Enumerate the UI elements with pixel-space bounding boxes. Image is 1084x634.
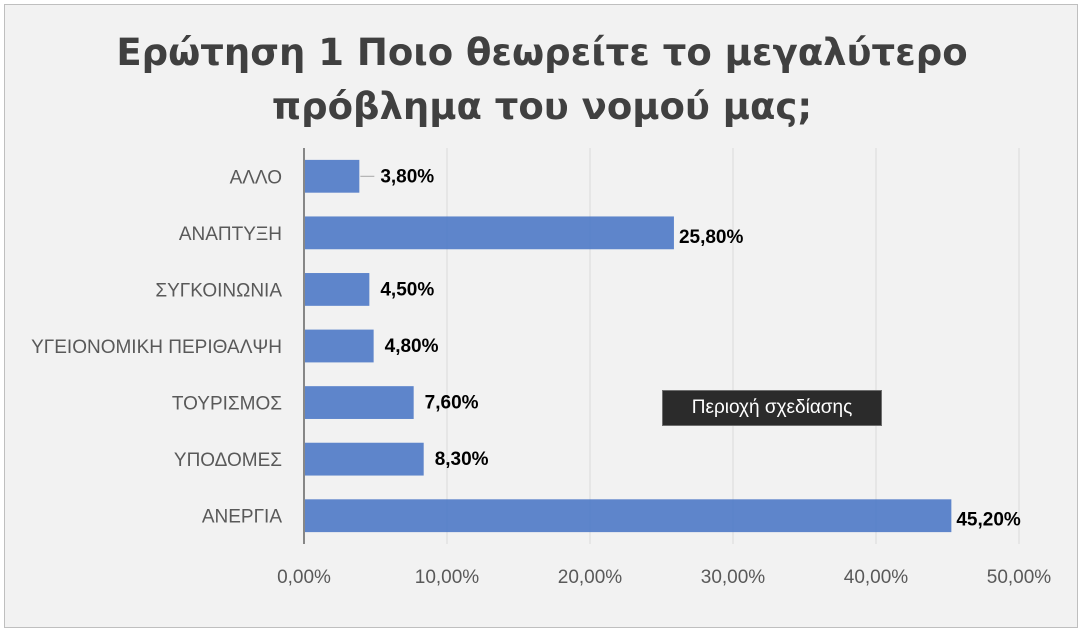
x-tick-label: 0,00% xyxy=(277,567,331,588)
x-tick-label: 10,00% xyxy=(415,567,480,588)
data-label: 4,80% xyxy=(385,336,439,357)
bar[interactable] xyxy=(305,273,370,306)
bar[interactable] xyxy=(305,499,952,533)
data-label: 7,60% xyxy=(425,393,479,414)
data-label: 25,80% xyxy=(679,227,744,248)
bar[interactable] xyxy=(305,386,414,419)
bar[interactable] xyxy=(305,442,424,476)
chart-title-line-2: πρόβλημα του νομού μας; xyxy=(271,85,813,128)
category-label: ΑΛΛΟ xyxy=(230,167,282,188)
category-label: ΥΓΕΙΟΝΟΜΙΚΗ ΠΕΡΙΘΑΛΨΗ xyxy=(31,337,282,358)
category-label: ΣΥΓΚΟΙΝΩΝΙΑ xyxy=(155,280,282,301)
x-tick-label: 20,00% xyxy=(558,567,623,588)
category-label: ΥΠΟΔΟΜΕΣ xyxy=(174,450,282,471)
bar[interactable] xyxy=(305,329,374,363)
chart-title-line-1: Ερώτηση 1 Ποιο θεωρείτε το μεγαλύτερο xyxy=(116,31,968,74)
data-label: 45,20% xyxy=(956,510,1021,531)
category-label: ΑΝΕΡΓΙΑ xyxy=(202,507,282,528)
x-tick-label: 50,00% xyxy=(987,567,1052,588)
data-label: 4,50% xyxy=(380,279,434,300)
x-tick-label: 40,00% xyxy=(844,567,909,588)
data-label: 8,30% xyxy=(435,449,489,470)
bar[interactable] xyxy=(305,216,674,250)
data-label: 3,80% xyxy=(380,166,434,187)
category-label: ΑΝΑΠΤΥΞΗ xyxy=(179,224,282,245)
bar[interactable] xyxy=(305,159,360,193)
chart-title: Ερώτηση 1 Ποιο θεωρείτε το μεγαλύτερο πρ… xyxy=(0,26,1084,134)
category-label: ΤΟΥΡΙΣΜΟΣ xyxy=(172,394,282,415)
plot-area-tooltip: Περιοχή σχεδίασης xyxy=(662,390,882,426)
x-tick-label: 30,00% xyxy=(701,567,766,588)
